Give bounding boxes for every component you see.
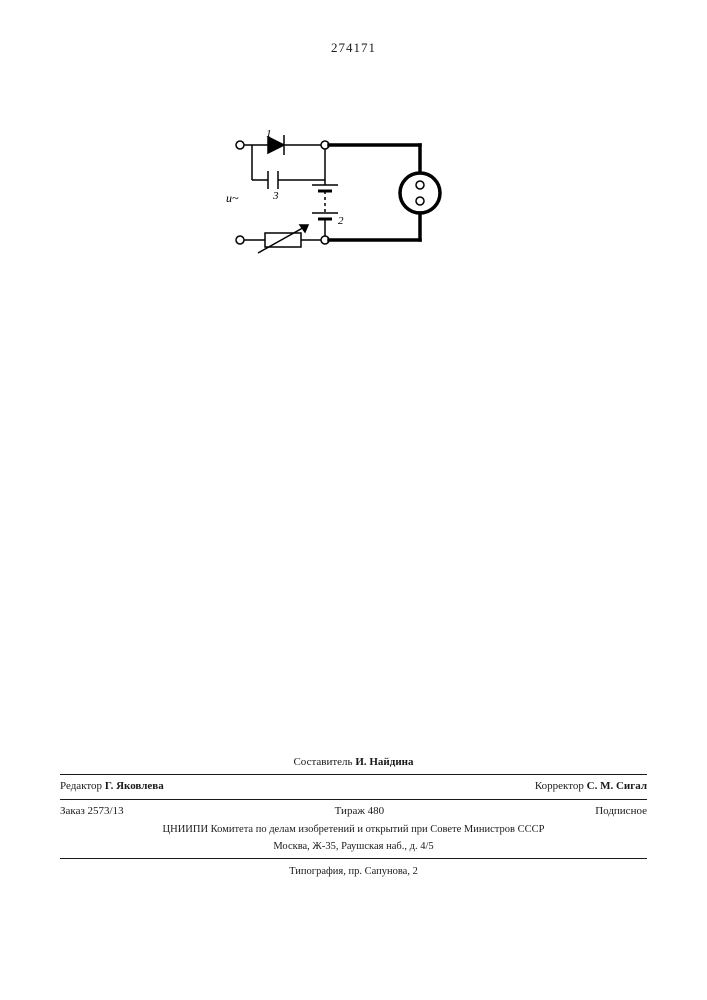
tirazh-label: Тираж 480 (335, 804, 385, 819)
diagram-label-1: 1 (266, 128, 272, 140)
compiler-prefix: Составитель (293, 756, 352, 768)
compiler-name: И. Найдина (355, 756, 413, 768)
corrector-prefix: Корректор (535, 780, 584, 792)
compiler-line: Составитель И. Найдина (60, 755, 647, 770)
editor-name: Г. Яковлева (105, 780, 164, 792)
order-row: Заказ 2573/13 Тираж 480 Подписное (60, 804, 647, 819)
editor-prefix: Редактор (60, 780, 102, 792)
document-number: 274171 (0, 40, 707, 56)
page: 274171 (0, 0, 707, 1000)
diagram-label-2: 2 (338, 215, 344, 227)
corrector-name: С. М. Сигал (587, 780, 647, 792)
subscription-label: Подписное (595, 804, 647, 819)
order-label: Заказ 2573/13 (60, 804, 124, 819)
divider-3 (60, 858, 647, 859)
editor-corrector-row: Редактор Г. Яковлева Корректор С. М. Сиг… (60, 779, 647, 794)
circuit-diagram: 1 3 2 u~ (220, 125, 460, 285)
diagram-label-3: 3 (272, 190, 279, 202)
divider-2 (60, 799, 647, 800)
typography-line: Типография, пр. Сапунова, 2 (60, 865, 647, 880)
editor-cell: Редактор Г. Яковлева (60, 779, 164, 794)
org-line-1: ЦНИИПИ Комитета по делам изобретений и о… (60, 823, 647, 838)
org-line-2: Москва, Ж-35, Раушская наб., д. 4/5 (60, 840, 647, 855)
diagram-label-uac: u~ (226, 191, 239, 205)
divider-1 (60, 774, 647, 775)
footer-block: Составитель И. Найдина Редактор Г. Яковл… (60, 755, 647, 880)
corrector-cell: Корректор С. М. Сигал (535, 779, 647, 794)
